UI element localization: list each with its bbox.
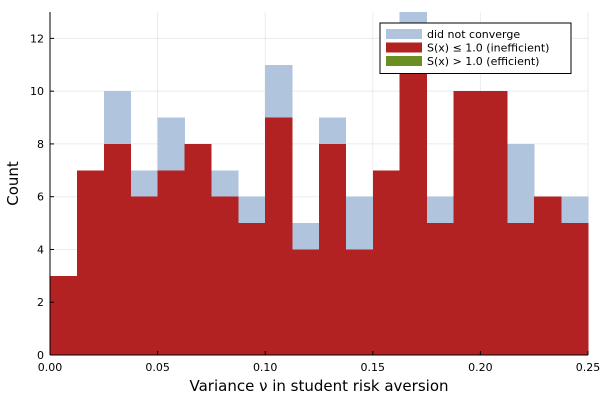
legend-swatch-2 — [386, 56, 422, 66]
histogram-bars — [50, 12, 589, 356]
bar-series1-bin13 — [399, 64, 427, 356]
bar-series1-bin5 — [184, 143, 212, 355]
bar-series1-bin19 — [561, 223, 589, 355]
bar-series1-bin8 — [265, 117, 293, 356]
x-axis-title: Variance ν in student risk aversion — [190, 377, 449, 395]
x-tick-label-5: 0.25 — [576, 361, 600, 374]
bar-series1-bin6 — [211, 196, 239, 355]
x-tick-label-1: 0.05 — [145, 361, 170, 374]
y-tick-label-1: 2 — [37, 296, 44, 309]
x-tick-label-0: 0.00 — [38, 361, 63, 374]
x-tick-label-3: 0.15 — [361, 361, 386, 374]
x-tick-label-4: 0.20 — [468, 361, 493, 374]
bar-series1-bin3 — [130, 196, 158, 355]
y-tick-label-4: 8 — [37, 138, 44, 151]
bar-series1-bin17 — [507, 223, 535, 355]
bar-series1-bin0 — [50, 275, 78, 355]
y-tick-label-2: 4 — [37, 243, 44, 256]
bar-series1-bin12 — [372, 170, 400, 355]
tick-labels: 0.00 0.05 0.10 0.15 0.20 0.25 0 2 4 6 8 10 12 — [30, 32, 600, 374]
bar-series1-bin10 — [319, 143, 347, 355]
legend-label-2: S(x) > 1.0 (efficient) — [427, 55, 539, 68]
x-tick-label-2: 0.10 — [253, 361, 278, 374]
legend-swatch-0 — [386, 29, 422, 39]
bar-series1-bin7 — [238, 223, 266, 355]
legend-label-1: S(x) ≤ 1.0 (inefficient) — [427, 42, 549, 55]
axes — [49, 12, 589, 356]
y-tick-label-5: 10 — [30, 85, 44, 98]
bar-series1-bin1 — [76, 170, 105, 355]
bar-series1-bin2 — [103, 143, 131, 355]
bar-series1-bin16 — [480, 91, 508, 356]
bar-series1-bin9 — [292, 249, 320, 355]
bar-series1-bin11 — [345, 249, 374, 355]
y-tick-label-0: 0 — [37, 349, 44, 362]
bar-series1-bin14 — [426, 223, 454, 355]
y-tick-label-3: 6 — [37, 191, 44, 204]
bar-series1-bin15 — [453, 91, 481, 356]
bar-series1-bin4 — [157, 170, 185, 355]
bar-series1-bin18 — [534, 196, 562, 355]
legend-label-0: did not converge — [427, 28, 520, 41]
legend-swatch-1 — [386, 42, 422, 53]
y-tick-label-6: 12 — [30, 32, 44, 45]
y-axis-title: Count — [4, 161, 22, 206]
